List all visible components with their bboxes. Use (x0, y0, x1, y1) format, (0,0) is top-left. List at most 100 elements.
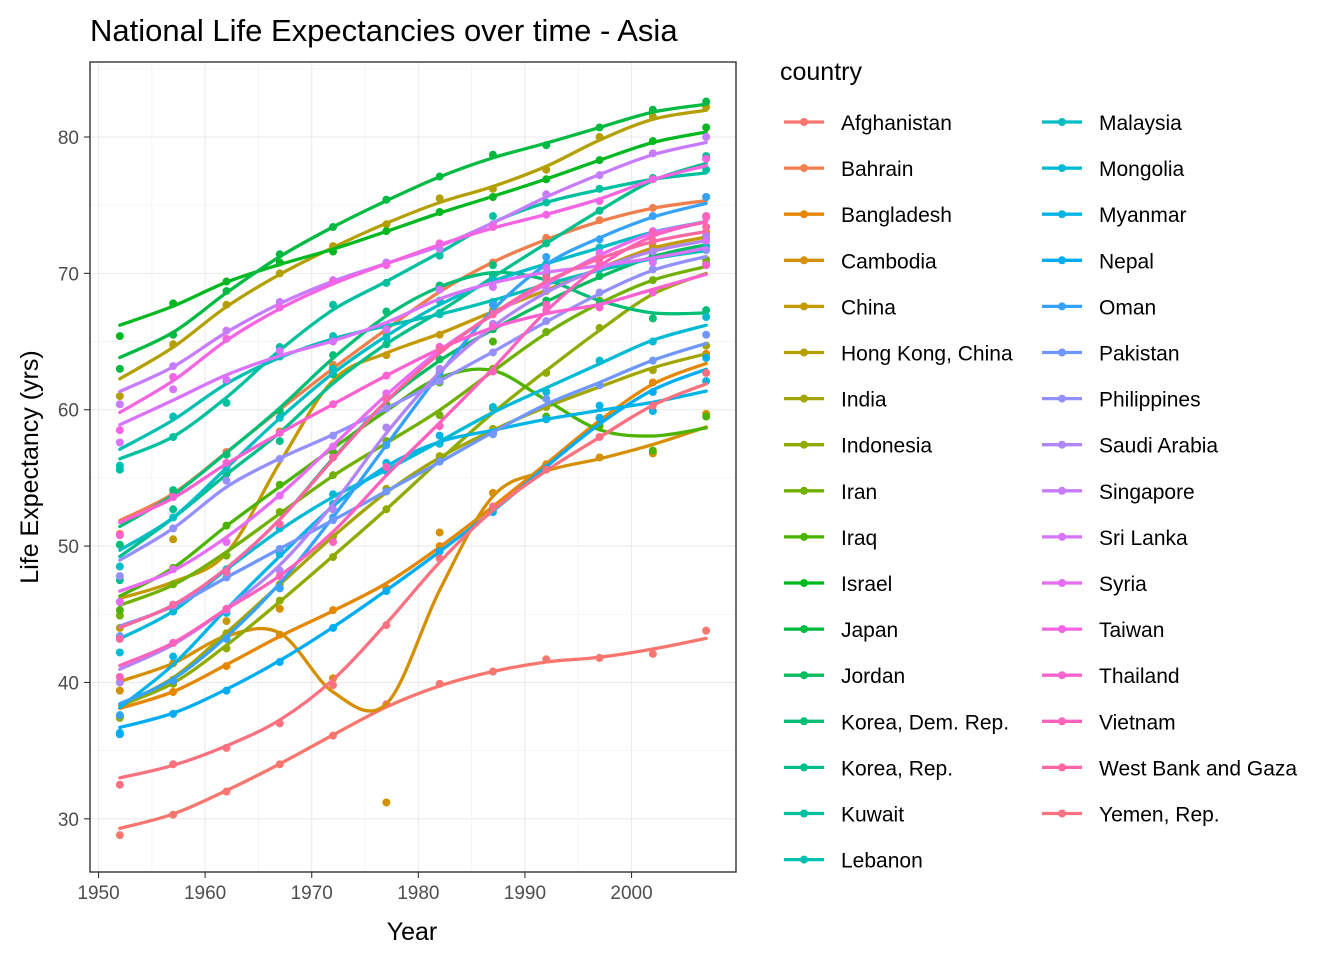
series-line (118, 161, 708, 559)
legend-key-point (1058, 256, 1066, 265)
data-point (702, 330, 711, 339)
legend-item: Korea, Dem. Rep. (784, 711, 1009, 734)
series-line (118, 246, 708, 427)
legend-key-point (800, 118, 808, 126)
data-point (702, 133, 711, 141)
legend-key-point (1058, 763, 1066, 772)
data-point (275, 437, 284, 446)
data-point (115, 364, 124, 373)
series-line (118, 102, 708, 360)
data-point (115, 540, 124, 549)
legend-key-point (1058, 625, 1066, 634)
data-point (115, 461, 124, 470)
data-point (702, 313, 711, 321)
legend-item: Korea, Rep. (784, 757, 953, 780)
data-point (435, 285, 444, 294)
legend-key-point (800, 625, 808, 634)
legend-item: Kuwait (784, 804, 904, 827)
data-point (702, 368, 711, 377)
data-point (382, 463, 391, 471)
series-line (118, 382, 708, 780)
series-israel (115, 123, 711, 341)
data-point (115, 634, 124, 643)
y-tick-label: 60 (58, 401, 79, 422)
legend-label: Hong Kong, China (841, 343, 1013, 366)
data-point (702, 626, 711, 635)
series-line (118, 341, 708, 628)
series-line (118, 163, 708, 415)
data-point (115, 562, 124, 571)
data-point (329, 538, 338, 546)
x-tick-label: 1970 (291, 883, 333, 904)
legend-item: Iran (784, 481, 877, 504)
x-tick-label: 1950 (77, 883, 119, 904)
y-tick-label: 40 (58, 673, 79, 694)
legend-label: Kuwait (841, 804, 904, 827)
data-point (115, 426, 124, 435)
legend-key-point (1058, 671, 1066, 680)
legend-label: Korea, Dem. Rep. (841, 711, 1009, 734)
series-pakistan (115, 330, 711, 641)
legend-label: Jordan (841, 665, 905, 688)
data-point (702, 261, 711, 270)
data-point (648, 314, 657, 323)
legend-label: Bangladesh (841, 204, 952, 227)
legend-key-point (800, 671, 808, 680)
data-point (648, 258, 657, 267)
legend-item: Iraq (784, 527, 877, 550)
y-tick-label: 50 (58, 537, 79, 558)
legend-item: Lebanon (784, 850, 923, 873)
legend-label: Myanmar (1099, 204, 1187, 227)
legend-label: Malaysia (1099, 112, 1182, 135)
legend-key-point (800, 486, 808, 495)
series-line (118, 229, 708, 630)
legend-item: Mongolia (1042, 158, 1185, 181)
series-japan (115, 97, 711, 373)
plot-panel-background (90, 62, 736, 872)
legend-item: Saudi Arabia (1042, 435, 1218, 458)
legend-item: West Bank and Gaza (1042, 757, 1297, 780)
data-point (488, 261, 497, 270)
legend-item: Pakistan (1042, 343, 1180, 366)
legend-key-point (800, 164, 808, 173)
data-point (115, 332, 124, 341)
series-line (118, 219, 708, 668)
series-vietnam (115, 212, 711, 681)
legend-label: Bahrain (841, 158, 913, 181)
legend-label: Sri Lanka (1099, 527, 1188, 550)
data-point (542, 394, 551, 403)
series-line (118, 636, 708, 831)
legend-key-point (800, 440, 808, 449)
legend-item: Afghanistan (784, 112, 952, 135)
legend-key-point (800, 532, 808, 541)
legend-item: India (784, 389, 887, 412)
legend-item: Israel (784, 573, 892, 596)
legend-item: Vietnam (1042, 711, 1176, 734)
legend-label: Indonesia (841, 435, 932, 458)
data-point (435, 431, 444, 440)
data-point (115, 673, 124, 681)
legend-key-point (1058, 118, 1066, 126)
series-taiwan (115, 154, 711, 435)
legend-key-point (1058, 210, 1066, 219)
data-point (115, 711, 124, 720)
data-point (702, 236, 711, 245)
data-point (275, 604, 284, 613)
data-point (115, 606, 124, 615)
data-point (115, 572, 124, 581)
legend-label: India (841, 389, 887, 412)
legend-key-point (1058, 440, 1066, 449)
series-philippines (115, 246, 711, 581)
legend-key-point (1058, 579, 1066, 587)
series-line (118, 108, 708, 381)
series-line (118, 270, 708, 529)
data-point (648, 649, 657, 658)
legend-key-point (800, 763, 808, 772)
series-afghanistan (115, 626, 711, 840)
legend-label: Taiwan (1099, 619, 1164, 642)
legend-key-point (1058, 348, 1066, 357)
grid (90, 62, 736, 872)
legend-item: Philippines (1042, 389, 1201, 412)
x-tick-label: 1980 (397, 883, 439, 904)
legend-item: Bangladesh (784, 204, 952, 227)
